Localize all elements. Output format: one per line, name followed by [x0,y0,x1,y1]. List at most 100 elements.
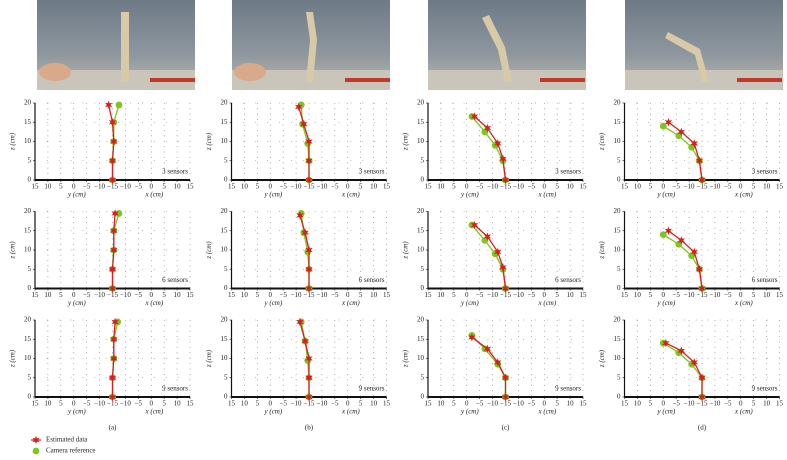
estimated-point [698,175,706,185]
x-tick-label: 10 [370,183,378,191]
x-tick-label: −5 [279,183,287,191]
x-tick-label: −15 [500,291,511,299]
x-tick-label: 0 [269,291,273,299]
x-tick-label: 5 [752,400,756,408]
estimated-point [305,265,313,274]
x-tick-label: −5 [476,183,484,191]
camera-point [115,101,123,109]
x-tick-label: 0 [739,183,743,191]
x-tick-label: 10 [241,400,249,408]
x-tick-label: 10 [241,291,249,299]
x-tick-label: 5 [59,291,63,299]
y-tick-label: 5 [224,373,228,381]
y-tick-label: 15 [417,118,425,126]
estimated-point [300,119,308,129]
photos [37,0,783,90]
x-tick-label: 0 [150,291,154,299]
x-tick-label: −10 [709,183,720,191]
estimated-point [305,175,313,185]
camera-point [675,240,683,248]
x-tick-label: −5 [83,291,91,299]
x-tick-label: −10 [120,400,131,408]
series-line [662,125,703,181]
x-axis-label: x (cm) [145,408,164,416]
camera-point [659,231,667,239]
x-tick-label: −10 [94,291,105,299]
x-tick-label: 15 [776,183,784,191]
estimated-point [296,211,304,220]
panel-label: 3 sensors [359,168,385,176]
panel-label: 6 sensors [555,276,581,284]
camera-point [481,128,489,136]
x-tick-label: 10 [370,291,378,299]
x-axis-label: x (cm) [734,408,753,416]
x-tick-label: −15 [697,183,708,191]
x-tick-label: −5 [672,183,680,191]
estimated-point [501,284,510,293]
y-tick-label: 0 [224,393,228,401]
x-tick-label: −15 [107,291,118,299]
y-axis-label: z (cm) [9,241,17,260]
x-axis-label: x (cm) [145,191,164,199]
photo [37,0,195,90]
x-tick-label: 10 [763,183,771,191]
x-tick-label: 5 [752,183,756,191]
y-tick-label: 5 [617,156,621,164]
x-tick-label: −5 [331,183,339,191]
x-tick-label: 10 [634,183,642,191]
x-tick-label: 15 [621,291,629,299]
x-axis-label: x (cm) [145,299,164,307]
x-axis-label: y (cm) [264,408,283,416]
y-tick-label: 0 [28,176,32,184]
y-tick-label: 20 [417,316,425,324]
estimated-point [110,354,118,363]
estimated-point [690,139,698,148]
x-tick-label: 10 [44,183,52,191]
x-tick-label: −5 [672,400,680,408]
x-axis-label: x (cm) [341,191,360,199]
x-tick-label: 15 [32,400,40,408]
y-tick-label: 10 [614,354,622,362]
panel-label: 9 sensors [162,385,188,393]
estimated-point [470,220,479,230]
x-tick-label: −10 [94,183,105,191]
panel-label: 3 sensors [752,168,778,176]
estimated-point [305,373,313,382]
x-tick-label: 0 [662,291,666,299]
camera-point [688,143,696,151]
y-tick-label: 10 [221,246,229,254]
x-tick-label: 15 [776,400,784,408]
estimated-point [501,392,510,402]
x-tick-label: 5 [162,400,166,408]
x-tick-label: −15 [107,400,118,408]
y-tick-label: 15 [24,226,32,234]
y-tick-label: 5 [28,265,32,273]
y-tick-label: 20 [221,99,229,107]
y-tick-label: 0 [421,393,425,401]
x-tick-label: 10 [567,291,575,299]
x-tick-label: 10 [174,291,182,299]
y-tick-label: 20 [221,207,229,215]
y-tick-label: 5 [224,265,228,273]
x-tick-label: 15 [187,291,195,299]
x-tick-label: 0 [150,400,154,408]
x-tick-label: −10 [684,183,695,191]
x-tick-label: −10 [487,183,498,191]
y-axis-label: z (cm) [205,241,213,260]
x-axis-label: y (cm) [460,191,479,199]
x-tick-label: 0 [465,183,469,191]
y-axis-label: z (cm) [402,241,410,260]
y-tick-label: 20 [417,99,425,107]
y-tick-label: 5 [28,373,32,381]
x-tick-label: 15 [425,400,433,408]
estimated-point [108,175,117,185]
x-tick-label: 5 [452,400,456,408]
panel-label: 3 sensors [162,168,188,176]
x-tick-label: 15 [621,400,629,408]
y-tick-label: 20 [24,316,32,324]
x-tick-label: −15 [697,291,708,299]
panel-label: 9 sensors [555,385,581,393]
y-tick-label: 0 [617,284,621,292]
estimated-point [695,265,704,274]
series-line [471,336,507,397]
